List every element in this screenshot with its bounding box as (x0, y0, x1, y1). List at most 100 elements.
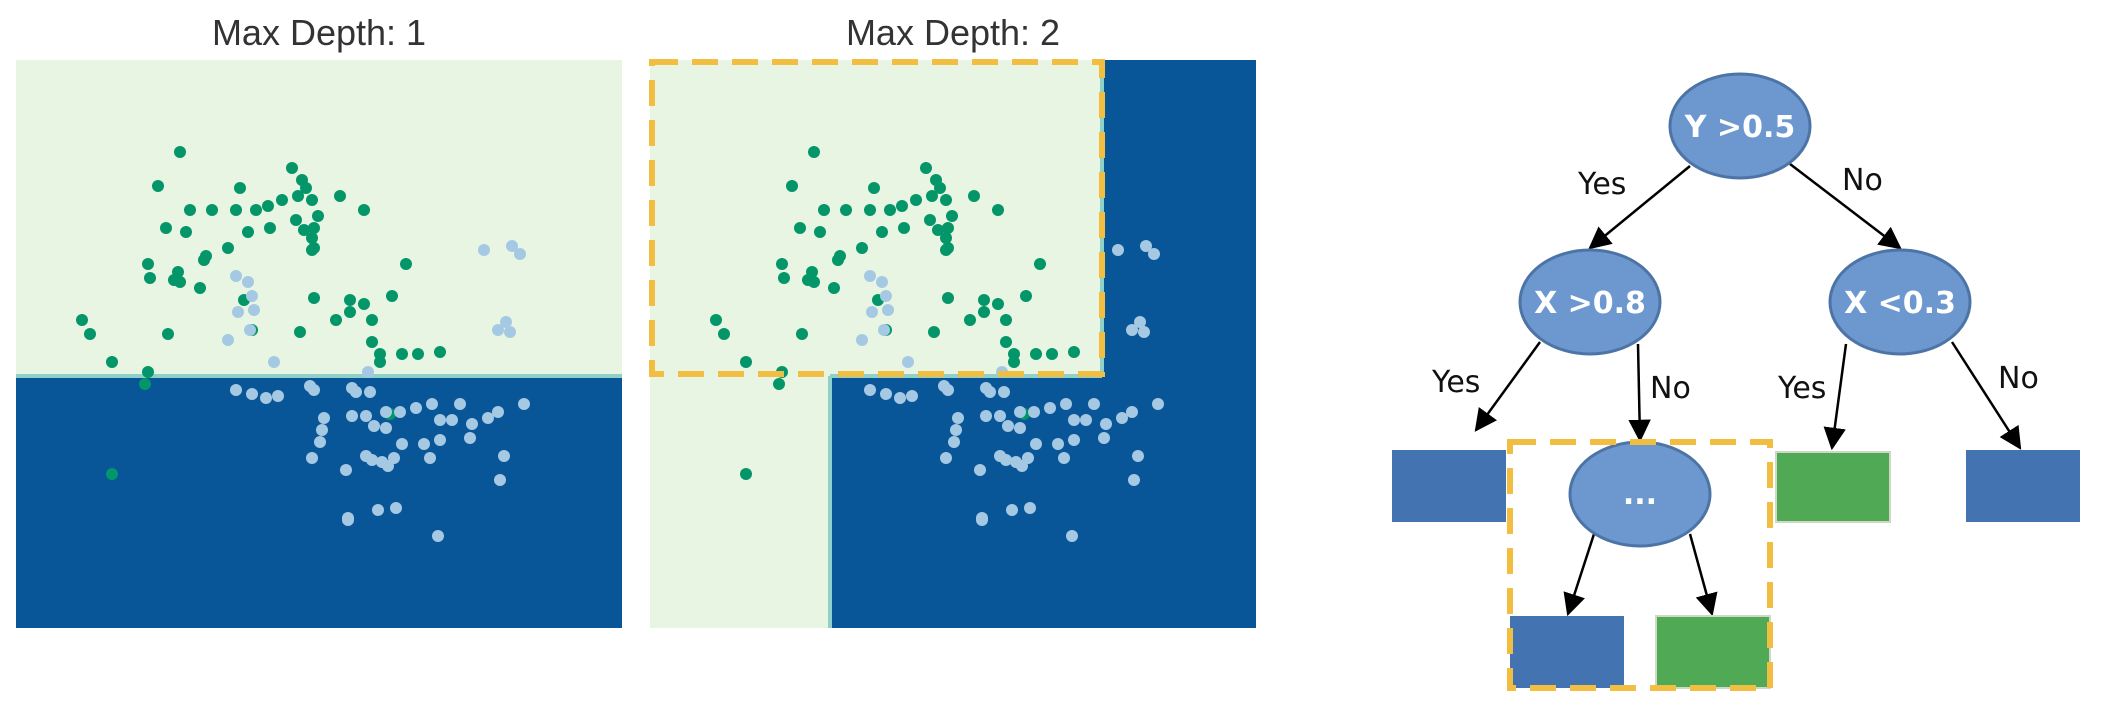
scatter-point (84, 328, 96, 340)
scatter-point (306, 452, 318, 464)
scatter-point (152, 180, 164, 192)
scatter-point (106, 356, 118, 368)
leaf-child-right (1655, 615, 1771, 689)
scatter-point (276, 194, 288, 206)
scatter-point (386, 290, 398, 302)
scatter-point (380, 406, 392, 418)
scatter-point (262, 200, 274, 212)
node-right (1828, 248, 1972, 356)
scatter-point (1112, 244, 1124, 256)
scatter-point (1152, 398, 1164, 410)
scatter-point (946, 210, 958, 222)
scatter-point (334, 190, 346, 202)
scatter-point (314, 436, 326, 448)
scatter-point (942, 384, 954, 396)
scatter-point (418, 438, 430, 450)
panel-depth-1 (16, 60, 622, 628)
edge-root-left (1588, 165, 1691, 250)
scatter-point (994, 410, 1006, 422)
scatter-point (992, 298, 1004, 310)
scatter-point (1052, 438, 1064, 450)
scatter-point (264, 222, 276, 234)
scatter-point (998, 386, 1010, 398)
scatter-point (346, 410, 358, 422)
scatter-point (1060, 398, 1072, 410)
scatter-point (358, 298, 370, 310)
scatter-point (968, 190, 980, 202)
scatter-point (786, 180, 798, 192)
scatter-point (504, 326, 516, 338)
scatter-point (1128, 474, 1140, 486)
scatter-point (1138, 326, 1150, 338)
scatter-point (246, 388, 258, 400)
scatter-point (374, 356, 386, 368)
scatter-point (902, 356, 914, 368)
scatter-point (710, 314, 722, 326)
scatter-point (740, 356, 752, 368)
edge-label-left-yes: Yes (1431, 365, 1480, 400)
scatter-point (868, 182, 880, 194)
scatter-point (160, 222, 172, 234)
scatter-point (518, 398, 530, 410)
scatter-point (1140, 240, 1152, 252)
scatter-point (306, 232, 318, 244)
scatter-point (978, 294, 990, 306)
scatter-point (318, 412, 330, 424)
scatter-point (206, 204, 218, 216)
scatter-point (292, 190, 304, 202)
node-child-label: ... (1623, 477, 1657, 512)
scatter-point (412, 348, 424, 360)
scatter-point (434, 346, 446, 358)
scatter-point (934, 182, 946, 194)
scatter-point (964, 314, 976, 326)
scatter-point (294, 326, 306, 338)
scatter-point (272, 390, 284, 402)
scatter-point (198, 254, 210, 266)
scatter-point (500, 316, 512, 328)
node-right-label: X <0.3 (1844, 286, 1956, 321)
scatter-point (342, 512, 354, 524)
scatter-point (1000, 336, 1012, 348)
scatter-point (984, 386, 996, 398)
scatter-point (168, 274, 180, 286)
scatter-point (482, 412, 494, 424)
scatter-point (380, 422, 392, 434)
scatter-point (802, 274, 814, 286)
edge-root-right (1789, 163, 1902, 250)
scatter-point (466, 418, 478, 430)
scatter-point (368, 420, 380, 432)
edge-label-root-yes: Yes (1577, 167, 1626, 202)
scatter-point (940, 194, 952, 206)
scatter-point (340, 464, 352, 476)
scatter-point (194, 282, 206, 294)
edge-left-no (1628, 343, 1651, 443)
scatter-point (344, 306, 356, 318)
edge-left-yes (1474, 341, 1542, 432)
node-root-label: Y >0.5 (1684, 110, 1795, 145)
scatter-point (992, 204, 1004, 216)
region-top-right (1102, 60, 1256, 376)
scatter-point (1008, 356, 1020, 368)
scatter-point (498, 450, 510, 462)
scatter-point (306, 244, 318, 256)
scatter-point (876, 276, 888, 288)
scatter-point (910, 194, 922, 206)
scatter-point (1068, 414, 1080, 426)
scatter-point (740, 468, 752, 480)
panel-title-depth-2: Max Depth: 2 (845, 12, 1061, 53)
scatter-point (230, 204, 242, 216)
scatter-point (1020, 290, 1032, 302)
edge-child-left (1563, 533, 1596, 617)
scatter-point (382, 460, 394, 472)
scatter-point (878, 324, 890, 336)
scatter-point (856, 242, 868, 254)
scatter-point (1030, 438, 1042, 450)
scatter-point (426, 398, 438, 410)
scatter-point (1068, 346, 1080, 358)
scatter-point (424, 452, 436, 464)
scatter-point (390, 502, 402, 514)
scatter-point (773, 378, 785, 390)
scatter-point (796, 328, 808, 340)
scatter-point (446, 414, 458, 426)
scatter-point (1068, 434, 1080, 446)
